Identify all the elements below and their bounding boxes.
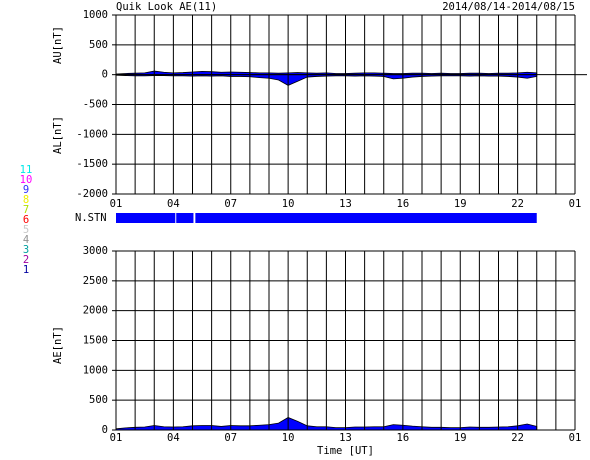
y-tick-label: 500 <box>89 39 108 51</box>
station-legend-label: 8 <box>23 194 29 206</box>
date-range: 2014/08/14-2014/08/15 <box>442 1 575 13</box>
y-axis-label: AE[nT] <box>52 326 64 364</box>
y-tick-label: -2000 <box>76 188 108 200</box>
x-tick-label: 04 <box>167 432 180 444</box>
x-tick-label: 22 <box>511 432 524 444</box>
station-legend-label: 2 <box>23 254 29 266</box>
x-tick-label: 01 <box>569 198 582 210</box>
x-axis-label: Time [UT] <box>317 445 374 457</box>
y-tick-label: -1000 <box>76 128 108 140</box>
y-tick-label: 500 <box>89 394 108 406</box>
station-legend-label: 5 <box>23 224 29 236</box>
station-segment <box>176 213 194 223</box>
station-legend-label: 7 <box>23 204 29 216</box>
y-tick-label: 2500 <box>83 275 108 287</box>
x-tick-label: 22 <box>511 198 524 210</box>
x-tick-label: 10 <box>282 198 295 210</box>
area <box>115 74 538 86</box>
x-tick-label: 01 <box>110 198 123 210</box>
chart-title: Quik Look AE(11) <box>116 1 217 13</box>
y-axis-label: AU[nT] <box>52 26 64 64</box>
station-legend-label: 3 <box>23 244 29 256</box>
y-tick-label: -500 <box>83 99 108 111</box>
station-legend-label: 1 <box>23 264 29 276</box>
y-tick-label: 1000 <box>83 9 108 21</box>
station-segment <box>116 213 176 223</box>
station-segment <box>195 213 537 223</box>
station-bar-label: N.STN <box>75 212 107 224</box>
y-tick-label: 3000 <box>83 245 108 257</box>
x-tick-label: 07 <box>224 432 237 444</box>
y-tick-label: 1000 <box>83 364 108 376</box>
station-legend-label: 10 <box>20 174 33 186</box>
station-legend-label: 4 <box>23 234 29 246</box>
x-tick-label: 13 <box>339 432 352 444</box>
x-tick-label: 13 <box>339 198 352 210</box>
station-legend-label: 9 <box>23 184 29 196</box>
y-tick-label: 2000 <box>83 305 108 317</box>
y-tick-label: 0 <box>102 69 108 81</box>
x-tick-label: 07 <box>224 198 237 210</box>
x-tick-label: 10 <box>282 432 295 444</box>
y-tick-label: 1500 <box>83 335 108 347</box>
x-tick-label: 16 <box>397 198 410 210</box>
station-legend-label: 11 <box>20 164 33 176</box>
x-tick-label: 19 <box>454 198 467 210</box>
y-axis-label: AL[nT] <box>52 116 64 154</box>
y-tick-label: -1500 <box>76 158 108 170</box>
x-tick-label: 16 <box>397 432 410 444</box>
station-legend-label: 6 <box>23 214 29 226</box>
x-tick-label: 01 <box>569 432 582 444</box>
area <box>115 417 538 431</box>
x-tick-label: 04 <box>167 198 180 210</box>
x-tick-label: 01 <box>110 432 123 444</box>
y-tick-label: 0 <box>102 424 108 436</box>
x-tick-label: 19 <box>454 432 467 444</box>
